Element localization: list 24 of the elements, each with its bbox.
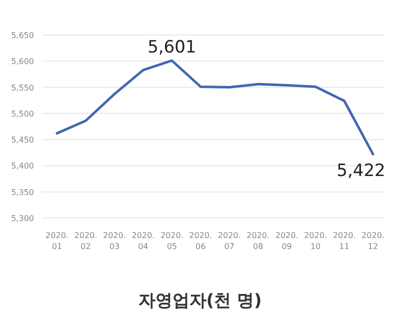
x-tick-label: 2020. 08 [246,231,270,251]
data-label: 5,601 [148,38,196,58]
y-tick-label: 5,450 [11,136,34,145]
x-tick-label: 2020. 12 [362,231,384,251]
x-tick-label: 2020. 05 [160,231,184,251]
data-label: 5,422 [336,161,386,182]
y-tick-label: 5,500 [11,109,34,118]
y-tick-label: 5,350 [11,188,34,197]
y-tick-label: 5,400 [11,162,34,171]
x-tick-label: 2020. 06 [189,231,212,251]
x-tick-label: 2020. 03 [103,231,126,251]
x-tick-label: 2020. 10 [304,231,327,251]
y-tick-label: 5,300 [11,214,34,223]
x-tick-label: 2020. 04 [132,231,155,251]
y-tick-label: 5,600 [11,57,34,66]
x-tick-label: 2020. 07 [218,231,241,251]
y-tick-label: 5,650 [11,31,34,40]
x-tick-label: 2020. 11 [332,231,356,251]
x-tick-label: 2020. 09 [275,231,298,251]
line-series [56,59,374,156]
x-tick-label: 2020. 02 [74,231,98,251]
text: 자영업자(천 명) [138,291,262,311]
x-tick-label: 2020. 01 [46,231,68,251]
y-tick-label: 5,550 [11,83,34,92]
